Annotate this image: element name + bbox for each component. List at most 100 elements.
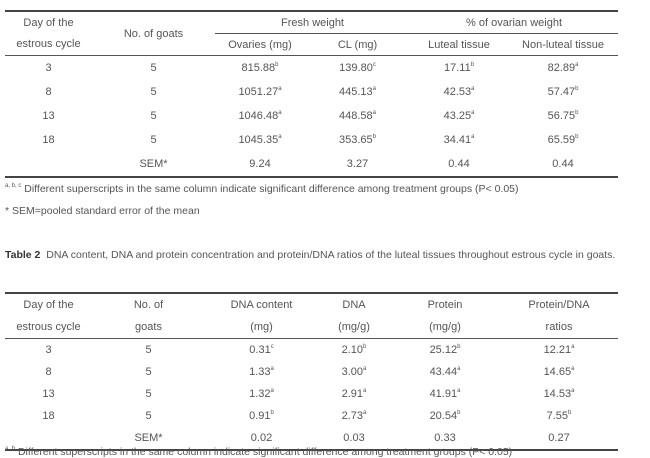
cell-value: 42.53 (443, 86, 472, 98)
cell-goats: 5 (92, 383, 205, 405)
cell-ratio: 12.21a (500, 339, 618, 362)
superscript: a (471, 110, 475, 116)
cell-value: 8 (45, 86, 52, 98)
header-text: Day of the (23, 16, 74, 29)
cell-value: 34.41 (443, 134, 472, 146)
cell-dna: 3.00a (318, 361, 390, 383)
header-dna-content: DNA content (230, 299, 293, 311)
cell-value: 5 (145, 344, 152, 356)
superscript: a (270, 366, 274, 372)
cell-value: 2.91 (341, 388, 364, 400)
cell-value: 5 (145, 366, 152, 378)
superscript: a (457, 388, 461, 394)
cell-dnac: 0.31c (205, 339, 318, 362)
cell-value: 2.10 (341, 344, 364, 356)
table-row: 13 5 1.32a 2.91a 41.91a 14.53a (5, 383, 618, 405)
cell-ovaries: 1045.35a (215, 128, 305, 152)
table-2: Day of the No. of DNA content DNA Protei… (5, 292, 618, 451)
table-row: 3 5 815.88b 139.80c 17.11b 82.89a (5, 56, 618, 81)
sem-protein: 0.33 (434, 432, 456, 444)
superscript: b (275, 62, 279, 68)
superscript: a (278, 134, 282, 140)
cell-value: 65.59 (547, 134, 576, 146)
cell-value: 43.25 (443, 110, 472, 122)
cell-luteal: 17.11b (410, 56, 508, 81)
table1-footnote-superscripts: a, b, c Different superscripts in the sa… (5, 183, 519, 195)
header-dna-content-unit: (mg) (205, 316, 318, 339)
cell-day: 8 (5, 361, 92, 383)
sem-row: SEM* 9.24 3.27 0.44 0.44 (5, 152, 618, 177)
cell-value: 2.73 (341, 410, 364, 422)
superscript: b (568, 410, 572, 416)
cell-value: 3.00 (341, 366, 364, 378)
cell-nonluteal: 57.47b (508, 80, 618, 104)
header-ovaries: Ovaries (mg) (215, 33, 305, 56)
cell-value: 3 (45, 62, 52, 74)
cell-value: 20.54 (429, 410, 458, 422)
header-fresh-weight: Fresh weight (215, 11, 411, 34)
header-goats-line2: goats (92, 316, 205, 339)
cell-day: 18 (5, 405, 92, 427)
cell-value: 13 (42, 388, 55, 400)
sem-ovaries: 9.24 (249, 158, 271, 170)
header-protein: Protein (427, 299, 463, 311)
cell-dnac: 0.91b (205, 405, 318, 427)
superscript: b (575, 110, 579, 116)
cell-value: 18 (42, 134, 55, 146)
cell-ovaries: 1046.48a (215, 104, 305, 128)
sem-ratio: 0.27 (548, 432, 570, 444)
superscript: b (470, 62, 475, 68)
superscript: a (363, 388, 367, 394)
cell-value: 1.32 (249, 388, 271, 400)
header-nonluteal: Non-luteal tissue (508, 33, 619, 56)
cell-value: 1051.27 (238, 86, 279, 98)
cell-ratio: 14.53a (500, 383, 618, 405)
empty-cell (5, 152, 92, 177)
cell-value: 353.65 (339, 134, 373, 146)
cell-value: 445.13 (339, 86, 373, 98)
table-row: 8 5 1051.27a 445.13a 42.53a 57.47b (5, 80, 618, 104)
cell-ratio: 7.55b (500, 405, 618, 427)
sem-dnac: 0.02 (250, 432, 273, 444)
header-goats: No. of goats (92, 11, 215, 56)
cell-day: 13 (5, 104, 92, 128)
cell-day: 8 (5, 80, 92, 104)
footnote-sup: a, b, c (5, 183, 22, 189)
cell-value: 25.12 (429, 344, 458, 356)
cell-value: 5 (145, 410, 152, 422)
sem-label: SEM* (134, 432, 163, 444)
cell-value: 7.55 (546, 410, 569, 422)
table-row: 3 5 0.31c 2.10b 25.12b 12.21a (5, 339, 618, 362)
cell-dna: 2.91a (318, 383, 390, 405)
cell-value: 12.21 (543, 344, 572, 356)
cell-luteal: 43.25a (410, 104, 508, 128)
cell-cl: 445.13a (305, 80, 410, 104)
cell-value: 5 (150, 110, 157, 122)
cell-goats: 5 (92, 339, 205, 362)
cell-ovaries: 815.88b (215, 56, 305, 81)
caption-label: Table 2 (5, 249, 41, 261)
cell-value: 82.89 (547, 62, 576, 74)
header-ovarian-weight: % of ovarian weight (410, 11, 619, 34)
footnote-sup: a, b (5, 446, 16, 452)
cell-value: 8 (45, 366, 52, 378)
footnote-text: Different superscripts in the same colum… (24, 183, 519, 195)
footnote-text: Different superscripts in the same colum… (17, 446, 513, 458)
cell-day: 3 (5, 56, 92, 81)
sem-row: SEM* 0.02 0.03 0.33 0.27 (5, 427, 618, 450)
table2-footnote: a, b Different superscripts in the same … (5, 446, 512, 458)
superscript: a (571, 366, 575, 372)
cell-value: 5 (150, 62, 157, 74)
cell-value: 14.53 (543, 388, 572, 400)
cell-goats: 5 (92, 361, 205, 383)
cell-value: 43.44 (429, 366, 458, 378)
cell-day: 3 (5, 339, 92, 362)
superscript: a (372, 86, 376, 92)
header-luteal: Luteal tissue (410, 33, 509, 56)
superscript: a (571, 344, 575, 350)
superscript: a (278, 86, 282, 92)
superscript: b (457, 344, 461, 350)
table-1: Day of the No. of goats Fresh weight % o… (5, 10, 619, 178)
sem-dna: 0.03 (343, 432, 365, 444)
superscript: b (270, 410, 274, 416)
